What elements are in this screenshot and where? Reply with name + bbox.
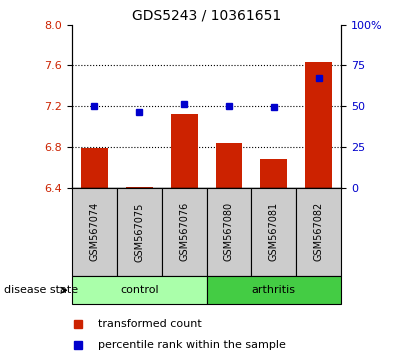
- FancyBboxPatch shape: [252, 188, 296, 276]
- Text: GSM567082: GSM567082: [314, 202, 324, 262]
- Text: GSM567081: GSM567081: [269, 202, 279, 262]
- Text: GSM567074: GSM567074: [89, 202, 99, 262]
- Text: control: control: [120, 285, 159, 295]
- Bar: [261, 159, 287, 188]
- FancyBboxPatch shape: [162, 188, 206, 276]
- Text: GSM567075: GSM567075: [134, 202, 144, 262]
- Text: disease state: disease state: [4, 285, 78, 295]
- Bar: [215, 143, 242, 188]
- Bar: [126, 187, 153, 188]
- Text: GSM567080: GSM567080: [224, 202, 234, 262]
- FancyBboxPatch shape: [296, 188, 341, 276]
- Bar: [171, 114, 198, 188]
- Bar: [305, 62, 332, 188]
- FancyBboxPatch shape: [206, 276, 341, 304]
- Title: GDS5243 / 10361651: GDS5243 / 10361651: [132, 8, 281, 22]
- Text: transformed count: transformed count: [98, 319, 202, 329]
- FancyBboxPatch shape: [72, 276, 206, 304]
- Text: percentile rank within the sample: percentile rank within the sample: [98, 340, 286, 350]
- Text: arthritis: arthritis: [252, 285, 296, 295]
- FancyBboxPatch shape: [117, 188, 162, 276]
- Bar: [81, 148, 108, 188]
- FancyBboxPatch shape: [206, 188, 252, 276]
- FancyBboxPatch shape: [72, 188, 117, 276]
- Text: GSM567076: GSM567076: [179, 202, 189, 262]
